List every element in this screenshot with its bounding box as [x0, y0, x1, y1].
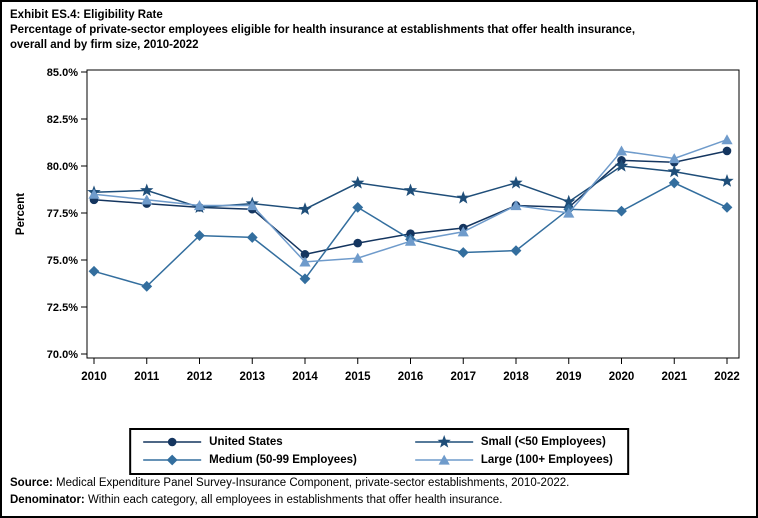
svg-text:2015: 2015: [345, 371, 371, 383]
y-axis-title: Percent: [15, 193, 27, 235]
svg-text:70.0%: 70.0%: [47, 349, 78, 361]
medium-line-marker-icon: [141, 452, 203, 468]
chart-subtitle-line2: overall and by firm size, 2010-2022: [10, 39, 199, 51]
legend: United States Small (<50 Employees) Medi…: [129, 428, 629, 475]
denominator-label: Denominator:: [10, 494, 85, 506]
source-note: Source: Medical Expenditure Panel Survey…: [10, 475, 754, 492]
legend-label-small: Small (<50 Employees): [480, 436, 606, 448]
x-axis: 2010 2011 2012 2013 2014 2015 2016 2017 2018 2019…: [81, 358, 740, 383]
svg-text:72.5%: 72.5%: [47, 302, 78, 314]
title-block: Exhibit ES.4: Eligibility Rate Percentag…: [10, 8, 754, 53]
chart-title: Exhibit ES.4: Eligibility Rate: [10, 9, 163, 21]
svg-text:2014: 2014: [292, 371, 318, 383]
svg-text:85.0%: 85.0%: [47, 67, 78, 79]
small-line-marker-icon: [413, 434, 475, 450]
svg-text:2020: 2020: [609, 371, 635, 383]
series-large-100-employees: [88, 134, 733, 267]
large-line-marker-icon: [413, 452, 475, 468]
plot-frame: [86, 69, 740, 359]
svg-text:2010: 2010: [81, 371, 107, 383]
chart-subtitle-line1: Percentage of private-sector employees e…: [10, 24, 636, 36]
legend-label-medium: Medium (50-99 Employees): [209, 454, 357, 466]
svg-text:75.0%: 75.0%: [47, 255, 78, 267]
legend-item-large: Large (100+ Employees): [413, 452, 613, 468]
svg-text:77.5%: 77.5%: [47, 208, 78, 220]
footnotes: Source: Medical Expenditure Panel Survey…: [10, 475, 754, 509]
svg-text:2018: 2018: [503, 371, 529, 383]
united-states-line-marker-icon: [141, 434, 203, 450]
svg-text:2021: 2021: [661, 371, 687, 383]
legend-item-medium: Medium (50-99 Employees): [141, 452, 357, 468]
svg-text:82.5%: 82.5%: [47, 114, 78, 126]
y-axis: 85.0% 82.5% 80.0% 77.5% 75.0% 72.5% 70.0% Perce…: [15, 67, 87, 361]
legend-label-united-states: United States: [209, 436, 283, 448]
svg-text:2019: 2019: [556, 371, 582, 383]
denominator-text: Within each category, all employees in e…: [84, 494, 503, 506]
svg-text:2016: 2016: [398, 371, 424, 383]
legend-label-large: Large (100+ Employees): [480, 454, 613, 466]
legend-item-small: Small (<50 Employees): [413, 434, 613, 450]
legend-item-united-states: United States: [141, 434, 357, 450]
svg-text:2017: 2017: [450, 371, 476, 383]
source-text: Medical Expenditure Panel Survey-Insuran…: [52, 477, 570, 489]
svg-text:2013: 2013: [239, 371, 265, 383]
plot-container: 85.0% 82.5% 80.0% 77.5% 75.0% 72.5% 70.0% Perce…: [2, 66, 756, 398]
svg-text:2022: 2022: [714, 371, 740, 383]
denominator-note: Denominator: Within each category, all e…: [10, 492, 754, 509]
source-label: Source:: [10, 477, 53, 489]
svg-text:2011: 2011: [134, 371, 160, 383]
svg-text:80.0%: 80.0%: [47, 161, 78, 173]
svg-text:2012: 2012: [187, 371, 213, 383]
line-chart: 85.0% 82.5% 80.0% 77.5% 75.0% 72.5% 70.0% Perce…: [15, 67, 740, 383]
